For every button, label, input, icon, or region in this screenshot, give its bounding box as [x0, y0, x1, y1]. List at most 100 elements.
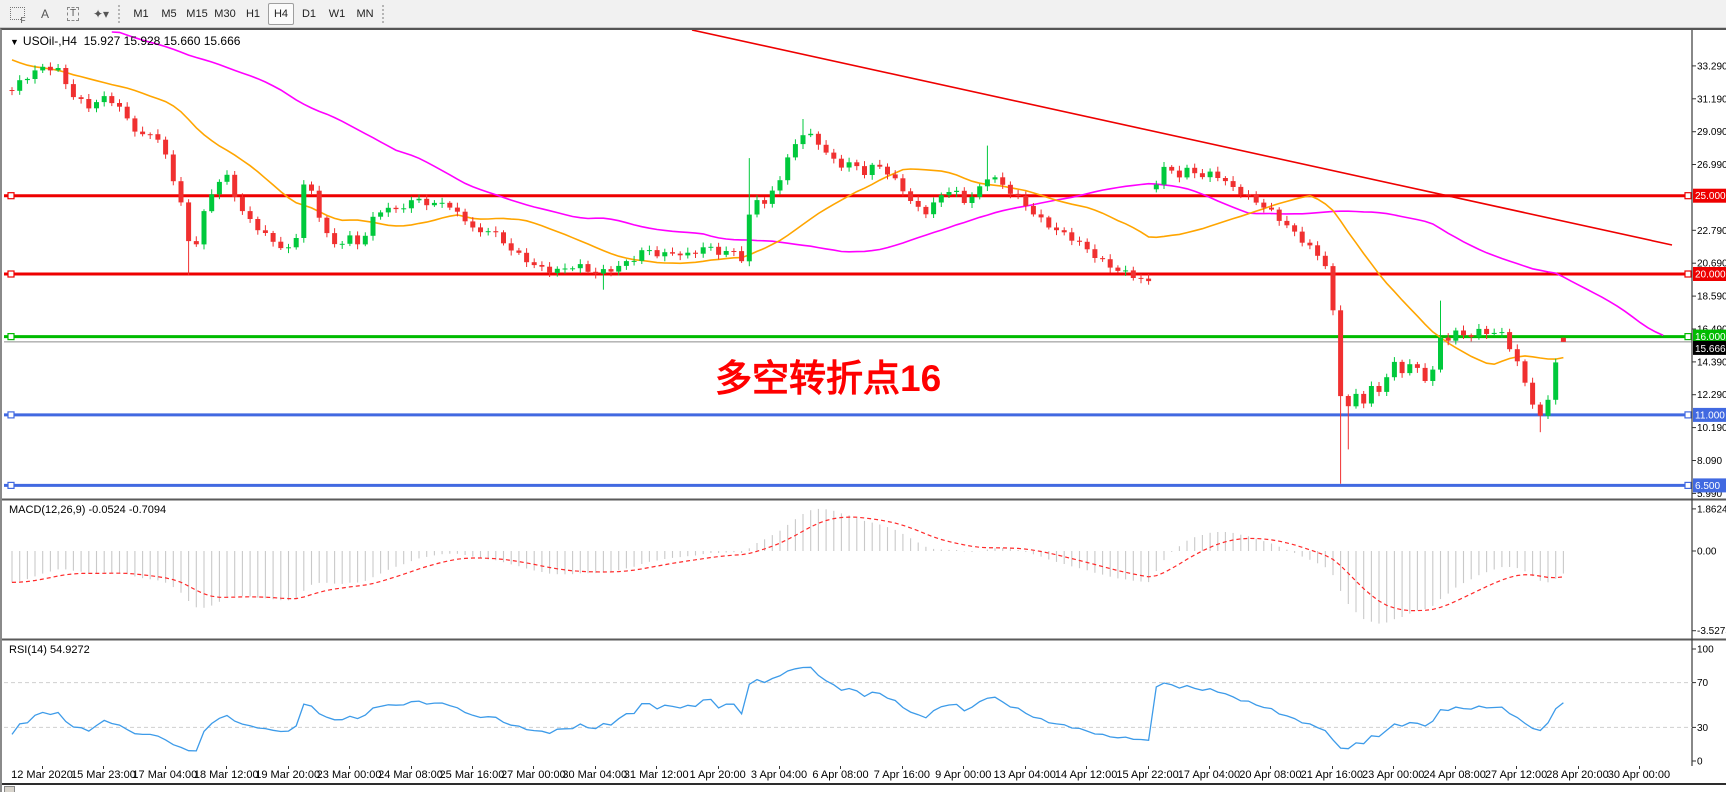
macd-indicator-label: MACD(12,26,9) -0.0524 -0.7094 [9, 504, 167, 516]
date-label: 24 Mar 08:00 [378, 769, 443, 781]
date-tick [901, 766, 903, 769]
timeframe-button-mn[interactable]: MN [356, 7, 374, 20]
date-tick [1147, 766, 1149, 769]
date-tick [349, 766, 351, 769]
toolbar-separator [382, 4, 388, 23]
svg-text:-3.5273: -3.5273 [1697, 626, 1726, 637]
timeframe-button-h1[interactable]: H1 [245, 7, 261, 20]
date-label: 24 Apr 08:00 [1423, 769, 1486, 781]
date-tick [1208, 766, 1210, 769]
date-label: 21 Apr 16:00 [1300, 769, 1364, 781]
svg-text:10.190: 10.190 [1697, 423, 1726, 434]
date-label: 13 Apr 04:00 [993, 769, 1056, 781]
date-label: 15 Mar 23:00 [70, 769, 136, 781]
date-tick [656, 766, 658, 769]
macd-histogram [11, 508, 1564, 624]
date-label: 3 Apr 04:00 [750, 769, 808, 781]
date-label: 1 Apr 20:00 [689, 769, 746, 781]
svg-text:70: 70 [1697, 678, 1709, 689]
text-box-icon: T [66, 6, 80, 21]
svg-text:18.590: 18.590 [1697, 292, 1726, 303]
date-tick [779, 766, 781, 769]
date-tick [287, 766, 289, 769]
timeframe-button-w1[interactable]: W1 [328, 7, 346, 20]
date-tick [1454, 766, 1456, 769]
timeframe-button-m15[interactable]: M15 [186, 7, 208, 20]
rsi-line [11, 666, 1564, 752]
date-label: 20 Apr 08:00 [1239, 769, 1302, 781]
svg-text:1.8624: 1.8624 [1697, 504, 1726, 515]
svg-text:25.000: 25.000 [1695, 191, 1726, 202]
collapse-triangle-icon: ▼ [10, 37, 19, 47]
svg-text:100: 100 [1697, 645, 1714, 656]
bottom-window-strip [2, 783, 1726, 792]
ma-slow-line [111, 31, 1664, 337]
svg-text:26.990: 26.990 [1697, 160, 1726, 171]
svg-text:20.000: 20.000 [1695, 270, 1726, 281]
date-label: 14 Apr 12:00 [1054, 769, 1118, 781]
date-tick [1393, 766, 1395, 769]
svg-text:14.390: 14.390 [1697, 357, 1726, 368]
timeframe-button-m30[interactable]: M30 [214, 7, 236, 20]
date-label: 6 Apr 08:00 [812, 769, 869, 781]
svg-text:12.290: 12.290 [1697, 390, 1726, 401]
grid-icon: F [9, 7, 26, 25]
date-tick [471, 766, 473, 769]
text-label-button[interactable]: A [32, 3, 58, 25]
date-label: 12 Mar 2020 [11, 769, 73, 781]
timeframe-button-m5[interactable]: M5 [161, 7, 177, 20]
drawing-tools-button[interactable]: ✦ ▾ [88, 3, 114, 25]
svg-text:31.190: 31.190 [1697, 94, 1726, 105]
descending-trendline[interactable] [691, 30, 1673, 246]
date-label: 23 Apr 00:00 [1362, 769, 1425, 781]
date-tick [1638, 766, 1640, 769]
grid-tool-button[interactable]: F [4, 3, 30, 25]
date-label: 15 Apr 22:00 [1116, 769, 1179, 781]
candles-layer [9, 62, 1566, 484]
ohlc-readout: 15.927 15.928 15.660 15.666 [83, 34, 241, 48]
symbol-period-label: USOil-,H4 [22, 34, 77, 48]
date-label: 17 Apr 04:00 [1177, 769, 1241, 781]
svg-text:20.690: 20.690 [1697, 259, 1726, 270]
date-tick [717, 766, 719, 769]
date-label: 18 Mar 12:00 [193, 769, 259, 781]
svg-text:11.000: 11.000 [1695, 410, 1725, 421]
timeframe-button-h4[interactable]: H4 [268, 2, 294, 25]
date-tick [42, 766, 43, 769]
date-tick [963, 766, 965, 769]
svg-text:33.290: 33.290 [1697, 61, 1726, 72]
toolbar: F A T ✦ ▾ M1 M5 M15 M30 H1 H4 D1 W1 MN [0, 0, 1726, 28]
chart-text-annotation[interactable]: 多空转折点16 [715, 358, 942, 399]
text-label-icon: A [40, 6, 49, 21]
svg-text:15.666: 15.666 [1695, 344, 1726, 355]
date-label: 30 Apr 00:00 [1607, 769, 1671, 781]
date-tick [594, 766, 596, 769]
chart-canvas[interactable]: 33.290 31.190 29.090 26.990 22.790 20.690 18.5… [2, 30, 1726, 766]
date-tick [1024, 766, 1026, 769]
macd-values: -0.0524 -0.7094 [88, 504, 167, 516]
svg-text:0.00: 0.00 [1697, 547, 1717, 558]
macd-axis-labels: 1.8624 0.00 -3.5273 [1692, 504, 1726, 637]
date-tick [164, 766, 166, 769]
date-tick [840, 766, 842, 769]
date-label: 27 Apr 12:00 [1484, 769, 1548, 781]
svg-text:6.500: 6.500 [1695, 481, 1720, 492]
text-box-button[interactable]: T [60, 3, 86, 25]
date-tick [1516, 766, 1518, 769]
svg-text:8.090: 8.090 [1697, 456, 1722, 467]
timeframe-button-d1[interactable]: D1 [301, 7, 317, 20]
date-label: 31 Mar 12:00 [623, 769, 689, 781]
date-tick [1577, 766, 1579, 769]
rsi-value: 54.9272 [49, 644, 90, 656]
date-tick [226, 766, 228, 769]
svg-text:29.090: 29.090 [1697, 127, 1726, 138]
date-label: 27 Mar 00:00 [500, 769, 566, 781]
date-tick [410, 766, 412, 769]
date-label: 28 Apr 20:00 [1546, 769, 1609, 781]
minimized-window-icon [4, 786, 15, 792]
date-tick [533, 766, 535, 769]
timeframe-button-m1[interactable]: M1 [133, 7, 149, 20]
date-axis[interactable]: 12 Mar 2020 15 Mar 23:00 17 Mar 04:00 18 Ma… [2, 766, 1692, 783]
toolbar-separator [118, 4, 124, 23]
date-label: 23 Mar 00:00 [316, 769, 382, 781]
